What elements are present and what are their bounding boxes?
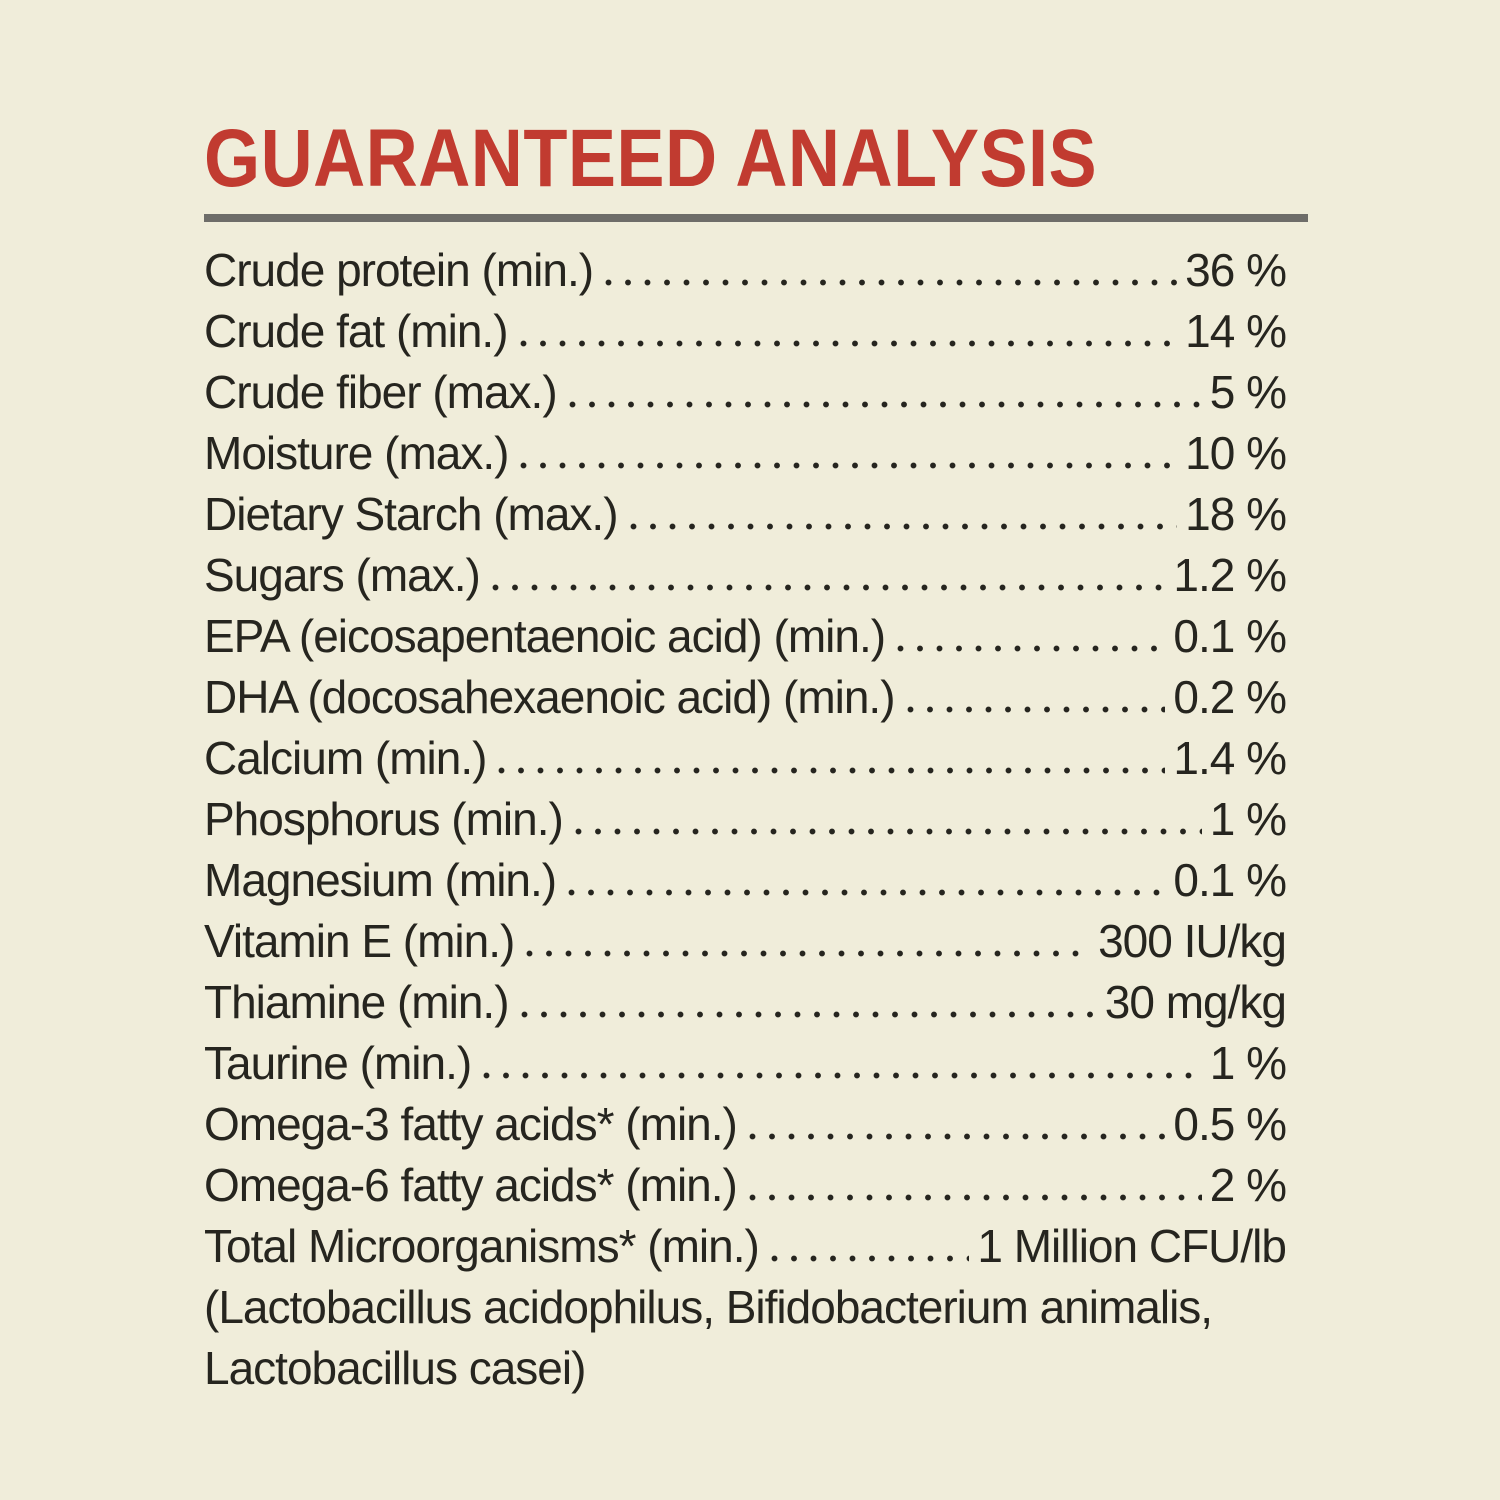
nutrient-label: Magnesium (min.) xyxy=(204,854,557,906)
dot-leader xyxy=(574,828,1202,835)
nutrient-label: Total Microorganisms* (min.) xyxy=(204,1220,760,1272)
nutrient-label: Crude protein (min.) xyxy=(204,244,594,296)
nutrient-value: 0.5 % xyxy=(1173,1098,1287,1150)
nutrient-label: Taurine (min.) xyxy=(204,1037,472,1089)
dot-leader xyxy=(491,584,1166,591)
nutrient-label: Crude fiber (max.) xyxy=(204,366,558,418)
nutrient-label: Thiamine (min.) xyxy=(204,976,510,1028)
nutrient-label: Calcium (min.) xyxy=(204,732,487,784)
nutrient-value: 1 Million CFU/lb xyxy=(977,1220,1287,1272)
analysis-row: Taurine (min.) 1 % xyxy=(204,1033,1287,1094)
nutrient-value: 0.1 % xyxy=(1173,854,1287,906)
nutrient-label: EPA (eicosapentaenoic acid) (min.) xyxy=(204,610,886,662)
nutrient-label: Moisture (max.) xyxy=(204,427,509,479)
guaranteed-analysis-panel: GUARANTEED ANALYSIS Crude protein (min.)… xyxy=(204,118,1308,1399)
analysis-row: Phosphorus (min.) 1 % xyxy=(204,789,1287,850)
nutrient-value: 2 % xyxy=(1209,1159,1287,1211)
nutrient-value: 36 % xyxy=(1185,244,1287,296)
nutrient-value: 300 IU/kg xyxy=(1098,915,1287,967)
analysis-row: EPA (eicosapentaenoic acid) (min.) 0.1 % xyxy=(204,606,1287,667)
dot-leader xyxy=(498,767,1166,774)
analysis-row: Thiamine (min.) 30 mg/kg xyxy=(204,972,1287,1033)
dot-leader xyxy=(568,401,1202,408)
nutrient-value: 30 mg/kg xyxy=(1104,976,1287,1028)
dot-leader xyxy=(483,1072,1202,1079)
page-title: GUARANTEED ANALYSIS xyxy=(204,113,1098,204)
microorganisms-footnote: (Lactobacillus acidophilus, Bifidobacter… xyxy=(204,1277,1308,1399)
dot-leader xyxy=(605,279,1178,286)
nutrient-label: Phosphorus (min.) xyxy=(204,793,564,845)
dot-leader xyxy=(748,1133,1166,1140)
nutrient-value: 14 % xyxy=(1185,305,1287,357)
nutrient-label: Dietary Starch (max.) xyxy=(204,488,619,540)
nutrient-label: Omega-3 fatty acids* (min.) xyxy=(204,1098,738,1150)
analysis-row: Calcium (min.) 1.4 % xyxy=(204,728,1287,789)
footnote-line: (Lactobacillus acidophilus, Bifidobacter… xyxy=(204,1281,1213,1333)
nutrient-value: 0.2 % xyxy=(1173,671,1287,723)
nutrient-value: 1.4 % xyxy=(1173,732,1287,784)
nutrient-value: 0.1 % xyxy=(1173,610,1287,662)
nutrient-label: Vitamin E (min.) xyxy=(204,915,515,967)
dot-leader xyxy=(897,645,1166,652)
analysis-row: Omega-3 fatty acids* (min.) 0.5 % xyxy=(204,1094,1287,1155)
analysis-row: Crude protein (min.) 36 % xyxy=(204,240,1287,301)
analysis-row: Dietary Starch (max.) 18 % xyxy=(204,484,1287,545)
dot-leader xyxy=(519,340,1178,347)
dot-leader xyxy=(526,950,1091,957)
dot-leader xyxy=(906,706,1166,713)
analysis-row: Sugars (max.) 1.2 % xyxy=(204,545,1287,606)
dot-leader xyxy=(629,523,1178,530)
nutrient-value: 18 % xyxy=(1185,488,1287,540)
dot-leader xyxy=(568,889,1166,896)
analysis-row: Moisture (max.) 10 % xyxy=(204,423,1287,484)
analysis-row: Vitamin E (min.) 300 IU/kg xyxy=(204,911,1287,972)
analysis-row: DHA (docosahexaenoic acid) (min.) 0.2 % xyxy=(204,667,1287,728)
title-divider xyxy=(204,214,1308,222)
dot-leader xyxy=(770,1255,970,1262)
nutrient-value: 1 % xyxy=(1209,793,1287,845)
analysis-table: Crude protein (min.) 36 % Crude fat (min… xyxy=(204,240,1308,1277)
nutrient-value: 1.2 % xyxy=(1173,549,1287,601)
analysis-row: Crude fat (min.) 14 % xyxy=(204,301,1287,362)
nutrient-label: DHA (docosahexaenoic acid) (min.) xyxy=(204,671,896,723)
dot-leader xyxy=(520,1011,1097,1018)
nutrient-value: 5 % xyxy=(1209,366,1287,418)
analysis-row: Magnesium (min.) 0.1 % xyxy=(204,850,1287,911)
analysis-row: Omega-6 fatty acids* (min.) 2 % xyxy=(204,1155,1287,1216)
nutrient-value: 1 % xyxy=(1209,1037,1287,1089)
dot-leader xyxy=(520,462,1178,469)
nutrient-label: Crude fat (min.) xyxy=(204,305,509,357)
dot-leader xyxy=(748,1194,1202,1201)
nutrient-value: 10 % xyxy=(1185,427,1287,479)
nutrient-label: Sugars (max.) xyxy=(204,549,481,601)
nutrient-label: Omega-6 fatty acids* (min.) xyxy=(204,1159,738,1211)
analysis-row: Crude fiber (max.) 5 % xyxy=(204,362,1287,423)
footnote-line: Lactobacillus casei) xyxy=(204,1342,586,1394)
analysis-row: Total Microorganisms* (min.) 1 Million C… xyxy=(204,1216,1287,1277)
